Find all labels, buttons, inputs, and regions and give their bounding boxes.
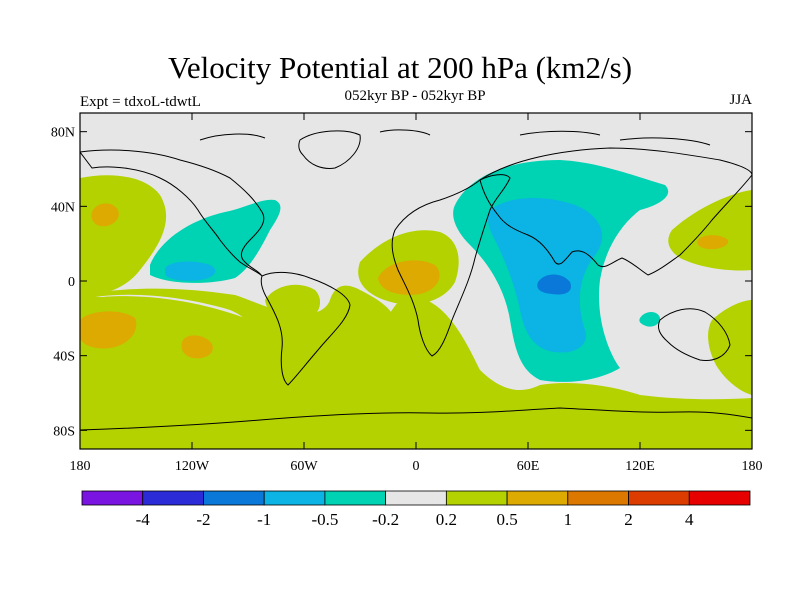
contour-negative-core-pacific (165, 261, 216, 281)
contour-positive-west-pacific (668, 190, 752, 271)
colorbar-swatch (688, 490, 751, 506)
map-subtitle: 052kyr BP - 052kyr BP (344, 88, 486, 104)
colorbar-swatch (506, 490, 569, 506)
contour-orange-south-pacific-east (181, 335, 213, 359)
contour-orange-north-pacific (91, 203, 119, 227)
contour-orange-west-pacific (697, 235, 729, 250)
lat-tick-label: 80S (53, 424, 75, 439)
colorbar-label: -4 (136, 510, 151, 529)
coastline-asia (479, 147, 752, 276)
colorbar-swatch (445, 490, 508, 506)
lon-tick-label: 180 (742, 459, 763, 474)
colorbar-swatch (81, 490, 144, 506)
colorbar: -4 -2 -1 -0.5 -0.2 0.2 0.5 1 2 4 (81, 490, 751, 529)
axis-ticks: 80N 40N 0 40S 80S 180 120W 60W 0 60E 120E 180 (51, 113, 763, 474)
coastline-antarctica (80, 407, 752, 431)
colorbar-label: 2 (624, 510, 633, 529)
lon-tick-label: 60E (517, 459, 540, 474)
coastline-north-america (80, 149, 265, 277)
coastline-greenland (298, 130, 361, 169)
coastline-layer (80, 129, 752, 431)
colorbar-label: -0.2 (372, 510, 399, 529)
contour-positive-south-america (265, 284, 321, 323)
map-panel: 80N 40N 0 40S 80S 180 120W 60W 0 60E 120E 180 (51, 112, 763, 474)
lon-tick-label: 60W (290, 459, 318, 474)
coastline-australia (657, 308, 731, 361)
lon-tick-label: 180 (70, 459, 91, 474)
colorbar-label: 1 (564, 510, 573, 529)
colorbar-label: 0.5 (496, 510, 517, 529)
coastline-europe-africa (391, 174, 511, 357)
colorbar-label: 4 (685, 510, 694, 529)
colorbar-swatch (628, 490, 690, 506)
coastline-south-america (260, 271, 351, 386)
coastline-arctic-islands (199, 129, 711, 146)
contour-orange-south-pacific-west (80, 311, 137, 349)
colorbar-swatch (203, 490, 265, 506)
colorbar-label: -1 (257, 510, 271, 529)
lon-tick-label: 0 (413, 459, 420, 474)
lat-tick-label: 40S (53, 350, 75, 365)
contour-orange-atlantic (378, 260, 440, 295)
contour-fill-layer (80, 160, 752, 449)
contour-positive-south-pacific (80, 285, 400, 422)
lat-tick-label: 40N (51, 200, 75, 215)
colorbar-swatch (142, 490, 204, 506)
season-label: JJA (729, 92, 752, 108)
colorbar-label: -2 (196, 510, 210, 529)
colorbar-swatch (263, 490, 326, 506)
lon-tick-label: 120E (625, 459, 655, 474)
contour-negative-maritime (639, 312, 660, 327)
lat-tick-label: 80N (51, 126, 75, 141)
contour-negative-deep-core (537, 274, 571, 295)
lat-tick-label: 0 (68, 275, 75, 290)
colorbar-label: -0.5 (311, 510, 338, 529)
experiment-label: Expt = tdxoL-tdwtL (80, 94, 201, 110)
contour-negative-core-indian (487, 198, 603, 353)
lon-tick-label: 120W (175, 459, 210, 474)
colorbar-swatch (324, 490, 387, 506)
colorbar-label: 0.2 (436, 510, 457, 529)
colorbar-swatch (567, 490, 629, 506)
colorbar-swatch (385, 490, 447, 506)
map-title: Velocity Potential at 200 hPa (km2/s) (167, 50, 633, 85)
